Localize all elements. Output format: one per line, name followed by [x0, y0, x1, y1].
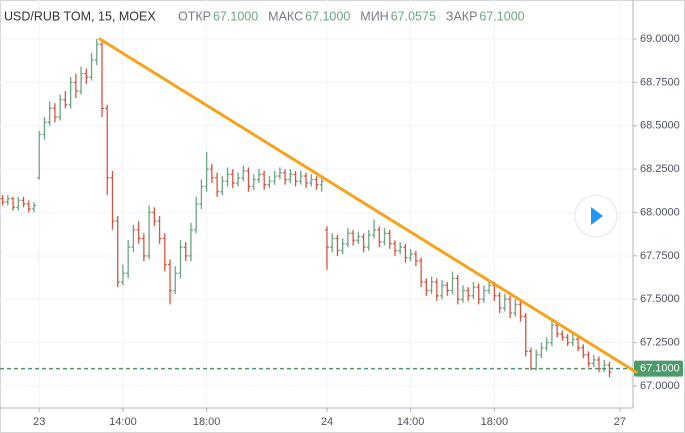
- grid: [0, 0, 633, 408]
- y-tick-label: 68.7500: [640, 76, 680, 88]
- play-icon[interactable]: [591, 207, 603, 225]
- y-tick-label: 68.5000: [640, 120, 680, 132]
- x-tick-label: 18:00: [481, 416, 509, 428]
- bars: [0, 39, 612, 378]
- field-value: 67.1000: [305, 9, 350, 23]
- play-button[interactable]: [574, 194, 618, 238]
- symbol-title: USD/RUB TOM, 15, MOEX: [4, 9, 156, 23]
- trend-line: [98, 37, 638, 374]
- x-tick-label: 23: [33, 416, 45, 428]
- x-tick-label: 14:00: [109, 416, 137, 428]
- y-tick-label: 67.2500: [640, 337, 680, 349]
- field-name: МИН: [360, 9, 388, 23]
- field-name: МАКС: [268, 9, 303, 23]
- field-value: 67.0575: [391, 9, 436, 23]
- field-value: 67.1000: [479, 9, 524, 23]
- field-value: 67.1000: [213, 9, 258, 23]
- x-tick-label: 18:00: [193, 416, 221, 428]
- y-tick-label: 67.7500: [640, 250, 680, 262]
- y-tick-label: 67.0000: [640, 380, 680, 392]
- x-tick-label: 27: [614, 416, 626, 428]
- field-name: ЗАКР: [446, 9, 478, 23]
- field-name: ОТКР: [178, 9, 211, 23]
- last-price-label: 67.1000: [640, 363, 680, 375]
- x-tick-label: 14:00: [397, 416, 425, 428]
- y-tick-label: 69.0000: [640, 33, 680, 45]
- y-tick-label: 68.0000: [640, 206, 680, 218]
- x-tick-label: 24: [321, 416, 333, 428]
- header: USD/RUB TOM, 15, MOEX ОТКР 67.1000 МАКС 67.…: [4, 9, 525, 23]
- last-price-box: [634, 360, 683, 377]
- y-tick-label: 67.5000: [640, 293, 680, 305]
- y-tick-label: 68.2500: [640, 163, 680, 175]
